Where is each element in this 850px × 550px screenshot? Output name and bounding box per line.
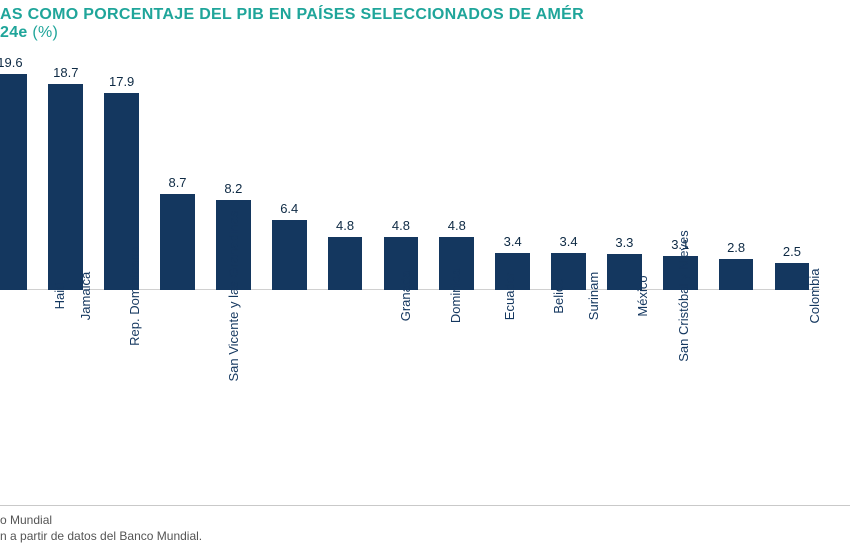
bar-column: 8.7 — [150, 175, 206, 290]
chart-footer: o Mundial n a partir de datos del Banco … — [0, 505, 850, 544]
chart-title-line2-prefix: 24e — [0, 24, 28, 41]
bar-value-label: 3.3 — [615, 235, 633, 250]
category-label-slot: Rep. Dominicana — [121, 296, 221, 311]
bar-value-label: 4.8 — [336, 218, 354, 233]
bar-column: 19.6 — [0, 55, 38, 290]
category-label-slot: San Cristóbal y Nieves — [670, 296, 802, 311]
category-label: Jamaica — [78, 272, 93, 320]
bar-value-label: 19.6 — [0, 55, 23, 70]
bar-value-label: 6.4 — [280, 201, 298, 216]
bar — [160, 194, 195, 290]
category-label: Colombia — [807, 269, 822, 324]
bar-value-label: 18.7 — [53, 65, 78, 80]
category-label: Guatemala — [0, 264, 3, 328]
bar-value-label: 8.2 — [224, 181, 242, 196]
bar — [0, 74, 27, 290]
category-label-slot: Guatemala — [0, 296, 46, 311]
bar-value-label: 3.4 — [504, 234, 522, 249]
bar-value-label: 3.4 — [559, 234, 577, 249]
bar-column: 2.8 — [708, 240, 764, 290]
bar-chart-category-labels: GuatemalaHaitíJamaicaRep. DominicanaSan … — [0, 296, 820, 311]
category-label: México — [635, 275, 650, 316]
category-label-slot: Belice — [545, 296, 580, 311]
category-label-slot: San Vicente y las Granadinas — [220, 296, 391, 311]
category-label: Rep. Dominicana — [127, 246, 142, 346]
bar-chart-plot: 19.618.717.98.78.26.44.84.84.83.43.43.33… — [0, 70, 820, 290]
bar — [328, 237, 363, 290]
category-label: Belice — [551, 278, 566, 313]
bar — [48, 84, 83, 290]
category-label: San Vicente y las Granadinas — [226, 210, 241, 381]
chart-title-line1: AS COMO PORCENTAJE DEL PIB EN PAÍSES SEL… — [0, 6, 850, 24]
bar-column: 6.4 — [261, 201, 317, 290]
bar-value-label: 8.7 — [168, 175, 186, 190]
bar — [775, 263, 810, 291]
bar-value-label: 4.8 — [392, 218, 410, 233]
category-label-slot: Colombia — [801, 296, 850, 311]
chart-frame: AS COMO PORCENTAJE DEL PIB EN PAÍSES SEL… — [0, 0, 850, 550]
category-label: Surinam — [586, 272, 601, 320]
category-label-slot: Surinam — [580, 296, 628, 311]
category-label: Ecuador — [502, 272, 517, 320]
chart-title-line2: 24e (%) — [0, 24, 850, 42]
footer-line-1: o Mundial — [0, 512, 850, 528]
chart-title-line2-suffix: (%) — [28, 24, 59, 41]
footer-line-2: n a partir de datos del Banco Mundial. — [0, 528, 850, 544]
category-label: San Cristóbal y Nieves — [676, 230, 691, 362]
category-label-slot: Dominica — [442, 296, 496, 311]
bar-column: 4.8 — [317, 218, 373, 290]
bar — [272, 220, 307, 290]
category-label-slot: Ecuador — [496, 296, 544, 311]
bar-chart: 19.618.717.98.78.26.44.84.84.83.43.43.33… — [0, 70, 850, 430]
bar-value-label: 2.8 — [727, 240, 745, 255]
bar — [719, 259, 754, 290]
category-label-slot: Granada — [392, 296, 443, 311]
category-label-slot: Jamaica — [72, 296, 120, 311]
category-label: Granada — [398, 271, 413, 322]
category-label: Haití — [52, 283, 67, 310]
category-label-slot: México — [629, 296, 670, 311]
category-label: Dominica — [448, 269, 463, 323]
bar-value-label: 4.8 — [448, 218, 466, 233]
bar-value-label: 2.5 — [783, 244, 801, 259]
category-label-slot: Haití — [46, 296, 73, 311]
bar-column: 18.7 — [38, 65, 94, 290]
chart-title-block: AS COMO PORCENTAJE DEL PIB EN PAÍSES SEL… — [0, 0, 850, 42]
bar-value-label: 17.9 — [109, 74, 134, 89]
